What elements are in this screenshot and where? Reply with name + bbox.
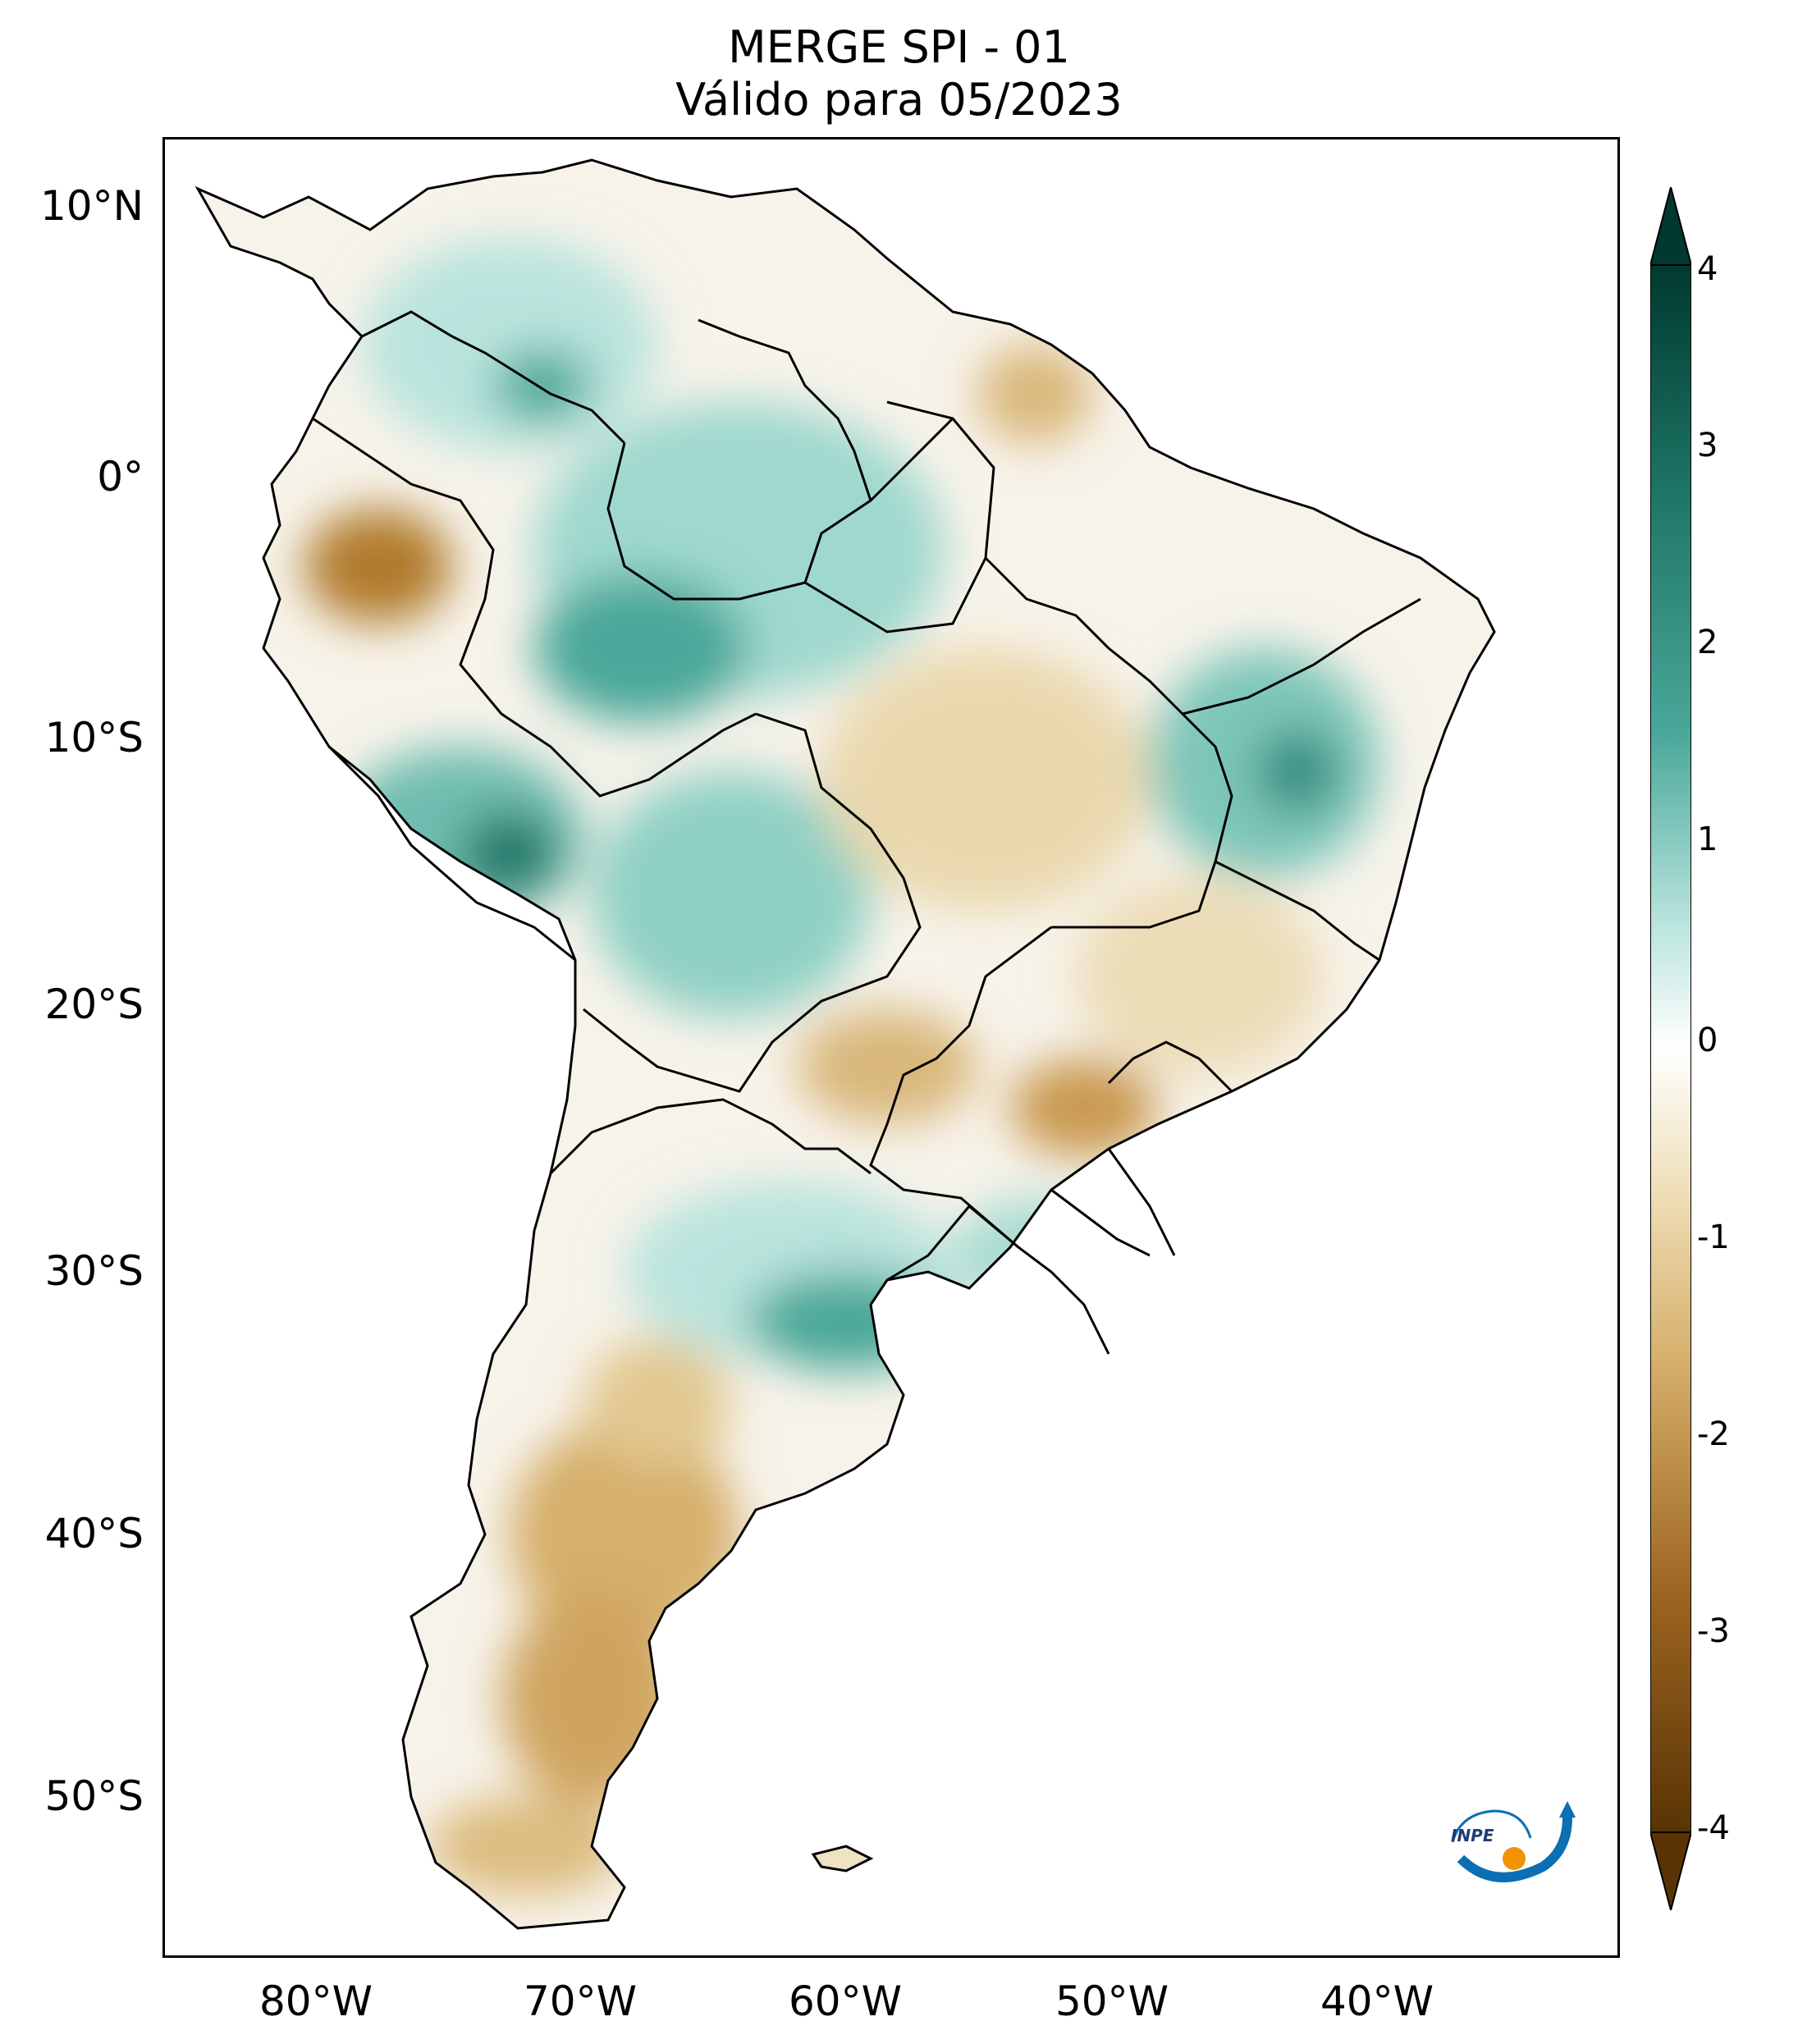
map-title: MERGE SPI - 01 [728, 21, 1070, 73]
lat-label: 20°S [44, 981, 144, 1028]
inpe-logo-icon [1451, 1801, 1576, 1882]
colorbar-max-arrow [1650, 187, 1691, 266]
lon-label: 70°W [523, 1978, 638, 2025]
colorbar-gradient [1650, 264, 1691, 1833]
colorbar-min-arrow [1650, 1831, 1691, 1910]
lon-label: 50°W [1055, 1978, 1169, 2025]
map-frame [162, 137, 1620, 1958]
colorbar-tick: 0 [1697, 1022, 1718, 1059]
lat-label: 30°S [44, 1247, 144, 1295]
colorbar-tick: -2 [1697, 1415, 1730, 1453]
inpe-logo-text: INPE [1451, 1826, 1494, 1845]
south-america-map [196, 158, 1496, 1930]
colorbar [1650, 187, 1691, 1910]
lon-label: 60°W [788, 1978, 903, 2025]
colorbar-tick: 4 [1697, 250, 1718, 288]
country-borders [196, 158, 1496, 1930]
lon-label: 80°W [258, 1978, 373, 2025]
lat-label: 10°S [44, 714, 144, 761]
spi-field [198, 160, 1494, 1928]
colorbar-tick: -4 [1697, 1809, 1730, 1847]
colorbar-tick: -3 [1697, 1612, 1730, 1650]
lat-label: 10°N [39, 182, 144, 230]
falkland-islands [811, 1845, 874, 1873]
colorbar-tick: 1 [1697, 821, 1718, 858]
colorbar-tick: 2 [1697, 624, 1718, 661]
inpe-logo: INPE [1444, 1801, 1576, 1883]
lon-label: 40°W [1320, 1978, 1434, 2025]
lat-label: 0° [97, 453, 144, 501]
map-subtitle: Válido para 05/2023 [675, 74, 1123, 126]
colorbar-tick: 3 [1697, 427, 1718, 464]
colorbar-tick: -1 [1697, 1219, 1730, 1256]
lat-label: 50°S [44, 1772, 144, 1820]
lat-label: 40°S [44, 1510, 144, 1557]
